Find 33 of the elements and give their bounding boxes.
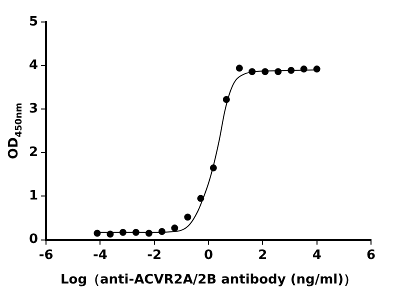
x-tick-label: -4 [92,248,108,263]
x-tick-label: -2 [147,248,162,263]
point [158,228,166,236]
y-tick-label: 1 [29,188,38,204]
point [210,164,217,172]
y-tick-label: 5 [29,14,38,30]
point [119,228,126,236]
x-tick-label: -6 [38,248,54,263]
x-axis-title: Log（anti-ACVR2A/2B antibody (ng/ml)） [60,272,357,288]
point [132,228,140,236]
y-tick-label: 0 [29,232,38,248]
x-tick-label: 0 [204,248,214,263]
point [300,66,308,73]
point [222,96,230,104]
point [145,230,152,237]
point [184,214,192,221]
y-tick-label: 4 [29,58,38,73]
point [274,68,282,76]
point [236,64,243,72]
point [197,194,204,202]
point [288,66,295,74]
point [94,230,101,237]
x-tick-label: 2 [258,248,268,263]
point [248,68,256,76]
point [171,224,178,232]
x-tick-label: 4 [312,248,322,263]
point [313,66,320,73]
x-tick-label: 6 [366,248,376,263]
point [106,230,114,238]
y-axis-title: OD450nm [6,102,24,160]
y-tick-label: 2 [29,145,38,160]
point [262,68,269,76]
y-tick-label: 3 [29,101,38,116]
